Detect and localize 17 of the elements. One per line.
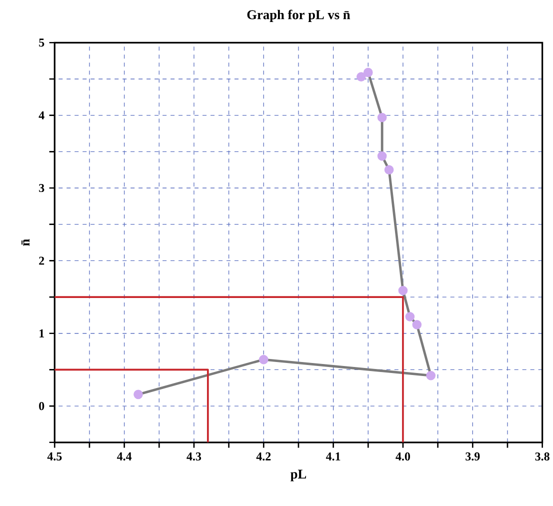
x-tick-label: 4.1 xyxy=(326,452,340,460)
y-tick-label: 3 xyxy=(39,184,44,192)
y-tick-label: 2 xyxy=(39,256,44,264)
x-tick-label: 3.8 xyxy=(535,452,550,460)
y-tick-label: 5 xyxy=(39,38,44,46)
y-tick-label: 0 xyxy=(39,402,44,410)
x-tick-label: 4.3 xyxy=(186,452,202,460)
y-tick-label: 1 xyxy=(40,329,44,338)
x-tick-label: 4.4 xyxy=(116,452,132,460)
x-tick-label: 4.2 xyxy=(256,452,271,460)
y-tick-label: 4 xyxy=(38,111,44,120)
x-tick-label: 3.9 xyxy=(466,452,480,460)
x-axis-title: pL xyxy=(290,470,306,482)
x-tick-label: 4.5 xyxy=(47,452,62,460)
chart-title: Graph for pL vs n̄ xyxy=(247,10,350,22)
y-axis-title: n̄ xyxy=(22,238,30,246)
x-tick-label: 4.0 xyxy=(396,452,410,460)
